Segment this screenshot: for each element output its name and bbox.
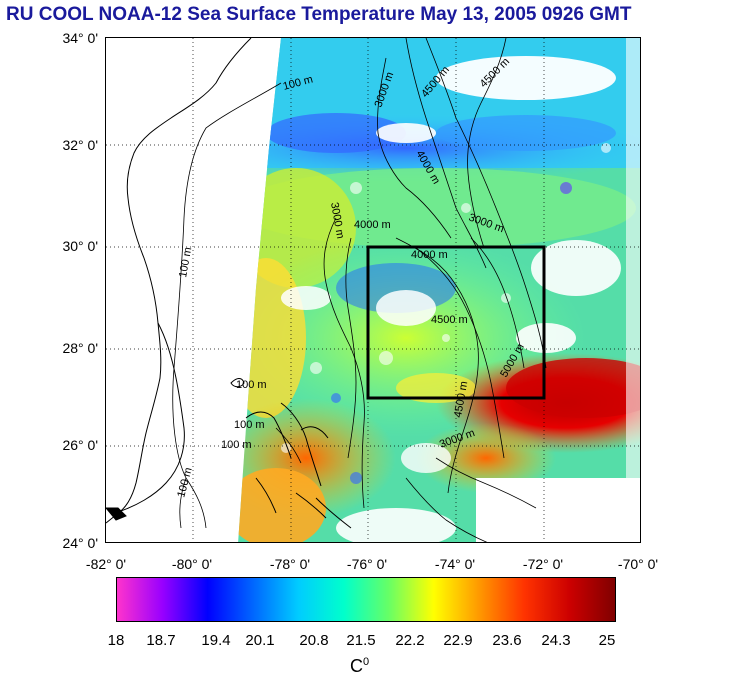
lat-label-30: 30° 0' xyxy=(62,238,98,254)
colorbar-tick: 24.3 xyxy=(541,632,571,649)
map-frame: 100 m 100 m 100 m 100 m 100 m 100 m 3000… xyxy=(105,37,641,543)
contour-label: 4000 m xyxy=(411,249,448,261)
sst-swath xyxy=(238,38,640,542)
colorbar xyxy=(116,577,616,622)
unit-letter: C xyxy=(350,656,363,676)
colorbar-tick: 22.2 xyxy=(395,632,425,649)
colorbar-tick: 20.1 xyxy=(245,632,275,649)
colorbar-tick: 21.5 xyxy=(346,632,376,649)
unit-superscript: 0 xyxy=(363,656,370,668)
contour-label: 4500 m xyxy=(431,314,468,326)
colorbar-tick: 22.9 xyxy=(443,632,473,649)
lon-label-80: -80° 0' xyxy=(171,556,213,572)
lat-label-28: 28° 0' xyxy=(62,340,98,356)
lon-label-82: -82° 0' xyxy=(85,556,127,572)
contour-label: 100 m xyxy=(175,466,195,499)
sst-map: 100 m 100 m 100 m 100 m 100 m 100 m 3000… xyxy=(106,38,640,542)
contour-label: 100 m xyxy=(234,419,265,431)
colorbar-tick: 20.8 xyxy=(299,632,329,649)
colorbar-tick: 19.4 xyxy=(201,632,231,649)
map-title: RU COOL NOAA-12 Sea Surface Temperature … xyxy=(6,4,632,25)
contour-label: 100 m xyxy=(177,246,194,278)
lat-label-24: 24° 0' xyxy=(62,535,98,551)
coastline xyxy=(106,38,352,529)
lon-label-72: -72° 0' xyxy=(522,556,564,572)
lat-label-26: 26° 0' xyxy=(62,437,98,453)
contour-label: 100 m xyxy=(221,439,252,451)
colorbar-tick: 18.7 xyxy=(146,632,176,649)
contour-label: 100 m xyxy=(236,379,267,391)
colorbar-unit: C0 xyxy=(350,656,369,677)
lat-label-32: 32° 0' xyxy=(62,137,98,153)
lat-label-34: 34° 0' xyxy=(62,30,98,46)
analysis-box xyxy=(366,245,546,400)
colorbar-tick: 18 xyxy=(107,632,125,649)
lon-label-70: -70° 0' xyxy=(617,556,659,572)
sst-speckle xyxy=(281,143,611,484)
bathymetry-contours xyxy=(172,38,547,542)
colorbar-tick: 25 xyxy=(598,632,616,649)
colorbar-tick: 23.6 xyxy=(492,632,522,649)
lon-label-78: -78° 0' xyxy=(269,556,311,572)
contour-label: 4000 m xyxy=(354,219,391,231)
lon-label-76: -76° 0' xyxy=(346,556,388,572)
lon-label-74: -74° 0' xyxy=(434,556,476,572)
